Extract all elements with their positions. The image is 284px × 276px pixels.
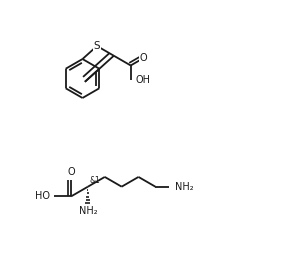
Text: &1: &1 <box>89 176 100 185</box>
Text: O: O <box>139 53 147 63</box>
Text: HO: HO <box>36 192 51 201</box>
Text: OH: OH <box>135 75 151 85</box>
Text: O: O <box>67 167 75 177</box>
Text: S: S <box>94 41 100 51</box>
Text: NH₂: NH₂ <box>175 182 193 192</box>
Text: NH₂: NH₂ <box>79 206 97 216</box>
